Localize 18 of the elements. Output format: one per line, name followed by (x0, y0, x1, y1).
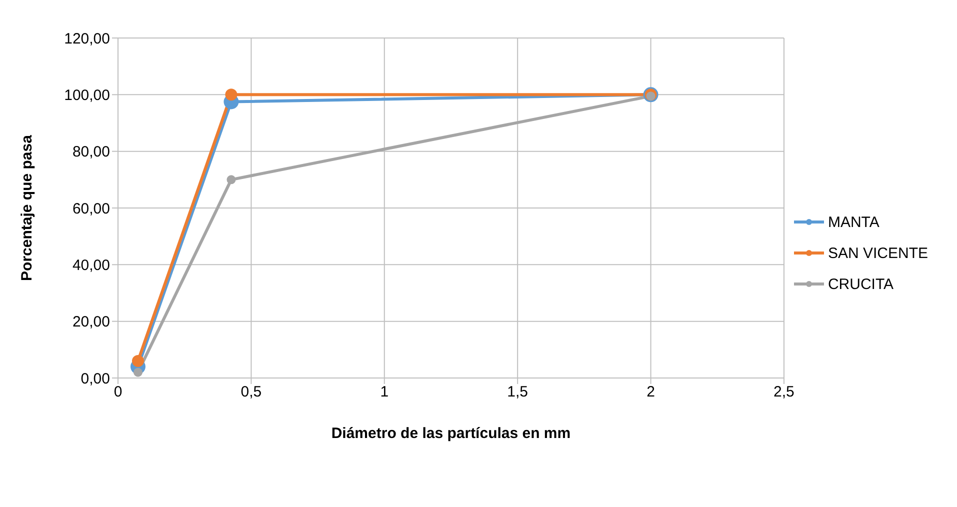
x-tick-label: 2,5 (774, 384, 794, 401)
y-tick-label: 60,00 (72, 200, 110, 218)
y-tick-label: 20,00 (72, 314, 110, 331)
x-tick-label: 2 (646, 384, 655, 401)
y-tick-label: 80,00 (72, 144, 110, 161)
x-axis-title: Diámetro de las partículas en mm (331, 425, 571, 442)
legend-label: MANTA (828, 214, 880, 230)
x-tick-label: 1 (380, 384, 389, 401)
y-tick-label: 120,00 (64, 30, 110, 48)
y-tick-label: 100,00 (64, 86, 110, 104)
y-axis-title: Porcentaje que pasa (18, 134, 36, 281)
legend-label: CRUCITA (828, 276, 894, 292)
y-tick-label: 40,00 (72, 256, 110, 274)
x-tick-label: 0,5 (240, 384, 262, 401)
y-tick-label: 0,00 (80, 370, 110, 388)
legend-label: SAN VICENTE (828, 244, 928, 262)
x-tick-label: 0 (114, 384, 122, 401)
x-tick-label: 1,5 (507, 384, 528, 401)
